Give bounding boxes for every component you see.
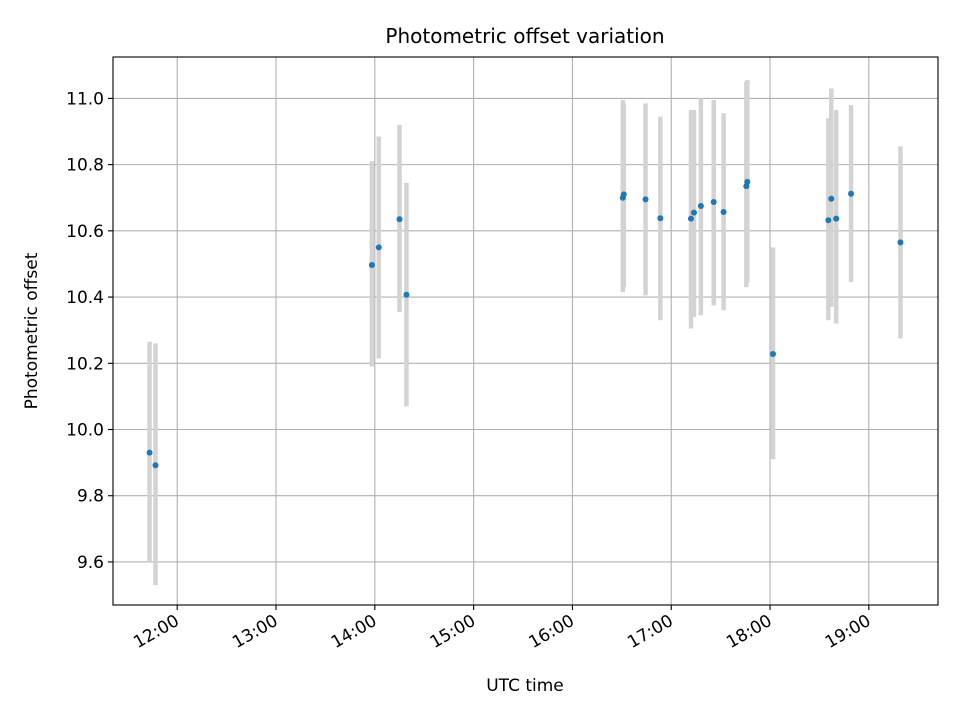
data-point [828, 195, 835, 202]
data-point [690, 209, 697, 216]
data-point [710, 199, 717, 206]
data-point [396, 216, 403, 223]
data-point [825, 217, 832, 224]
data-point [744, 178, 751, 185]
data-point [375, 244, 382, 251]
plot-frame [112, 56, 939, 606]
data-point [720, 208, 727, 215]
data-point [770, 351, 776, 358]
grid-lines [113, 57, 938, 605]
y-tick-label: 9.6 [77, 553, 104, 573]
data-point [642, 196, 649, 203]
data-point [368, 261, 375, 268]
y-tick-label: 10.8 [66, 156, 104, 176]
data-point [687, 215, 694, 222]
y-tick-label: 11.0 [66, 89, 104, 109]
data-points [146, 178, 904, 469]
x-axis-label: UTC time [486, 676, 564, 696]
data-point [403, 291, 410, 298]
y-axis-label: Photometric offset [22, 252, 42, 409]
data-point [697, 203, 704, 210]
y-tick-label: 10.4 [66, 288, 104, 308]
data-point [152, 462, 159, 469]
data-point [620, 191, 627, 198]
data-point [657, 215, 664, 222]
y-tick-label: 10.0 [66, 421, 104, 441]
data-point [897, 239, 904, 246]
data-point [833, 215, 840, 222]
y-tick-label: 9.8 [77, 487, 104, 507]
data-point [848, 190, 855, 197]
y-tick-label: 10.6 [66, 222, 104, 242]
data-point [146, 449, 153, 456]
y-tick-label: 10.2 [66, 354, 104, 374]
chart-title: Photometric offset variation [385, 24, 664, 48]
